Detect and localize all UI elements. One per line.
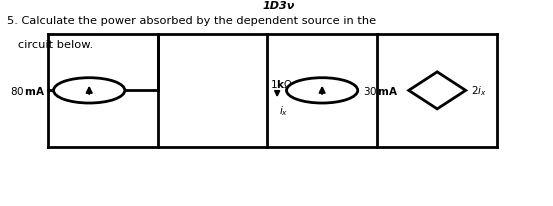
Text: $1\mathregular{k}\Omega$: $1\mathregular{k}\Omega$ <box>270 77 293 89</box>
Circle shape <box>54 78 125 104</box>
Text: $30\,\mathregular{mA}$: $30\,\mathregular{mA}$ <box>363 85 399 97</box>
Text: 5. Calculate the power absorbed by the dependent source in the: 5. Calculate the power absorbed by the d… <box>7 16 376 26</box>
Text: 1D3ν: 1D3ν <box>262 0 294 11</box>
Polygon shape <box>409 73 466 109</box>
Text: $i_x$: $i_x$ <box>279 103 289 117</box>
Text: $80\,\mathregular{mA}$: $80\,\mathregular{mA}$ <box>9 85 45 97</box>
Circle shape <box>286 78 358 104</box>
Text: circuit below.: circuit below. <box>7 40 93 49</box>
Text: $2i_x$: $2i_x$ <box>471 84 487 98</box>
